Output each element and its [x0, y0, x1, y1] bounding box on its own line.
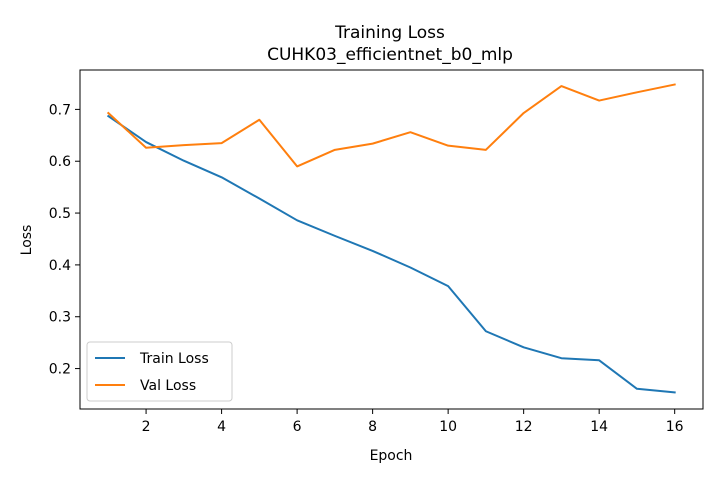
x-tick-label: 12	[515, 419, 533, 435]
y-axis-label: Loss	[19, 225, 35, 256]
x-axis-ticks: 2 4 6 8 10 12 14 16	[142, 409, 684, 435]
x-tick-label: 14	[590, 419, 608, 435]
x-tick-label: 4	[217, 419, 226, 435]
y-tick-label: 0.6	[49, 154, 71, 170]
x-tick-label: 6	[293, 419, 302, 435]
x-axis-label: Epoch	[370, 448, 413, 464]
legend: Train Loss Val Loss	[86, 341, 233, 402]
y-tick-label: 0.2	[49, 362, 71, 378]
y-tick-label: 0.7	[49, 102, 71, 118]
chart-subtitle: CUHK03_efficientnet_b0_mlp	[267, 45, 513, 65]
chart-title: Training Loss	[334, 23, 445, 43]
series-line-val-loss	[106, 83, 676, 168]
y-axis-ticks: 0.2 0.3 0.4 0.5 0.6 0.7	[49, 102, 80, 378]
y-tick-label: 0.5	[49, 206, 71, 222]
legend-label-train-loss: Train Loss	[139, 351, 209, 367]
plot-area	[79, 69, 704, 410]
x-tick-label: 2	[142, 419, 151, 435]
legend-box	[86, 341, 233, 402]
plot-frame	[79, 69, 704, 410]
legend-label-val-loss: Val Loss	[140, 378, 196, 394]
x-tick-label: 16	[666, 419, 684, 435]
x-tick-label: 8	[368, 419, 377, 435]
y-tick-label: 0.3	[49, 310, 71, 326]
series-layer	[106, 83, 676, 394]
series-line-train-loss	[106, 114, 676, 394]
y-tick-label: 0.4	[49, 258, 71, 274]
x-tick-label: 10	[439, 419, 457, 435]
